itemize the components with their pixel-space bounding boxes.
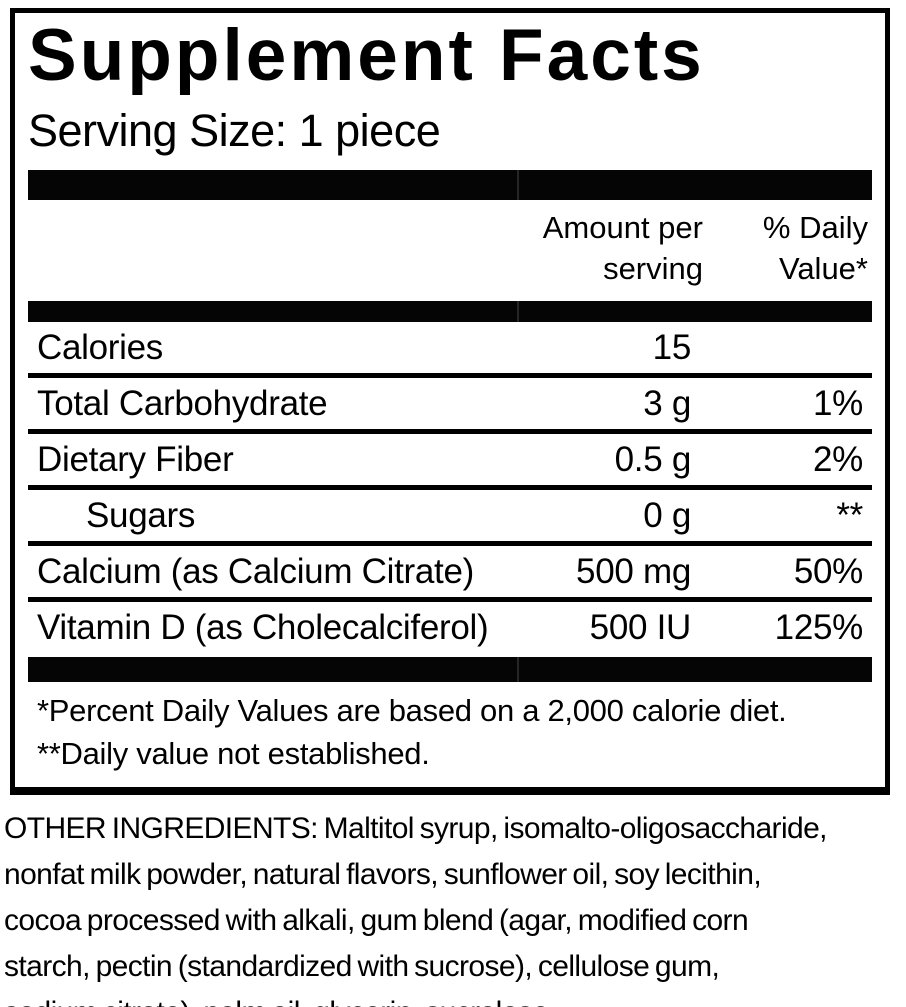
nutrient-name: Sugars xyxy=(86,496,196,535)
nutrient-table: Calories 15 Total Carbohydrate 3 g 1% Di… xyxy=(28,322,872,653)
nutrient-name: Total Carbohydrate xyxy=(37,384,328,423)
table-row-dietary-fiber: Dietary Fiber 0.5 g 2% xyxy=(28,429,872,485)
nutrient-name: Calcium (as Calcium Citrate) xyxy=(37,552,474,591)
nutrient-amount: 3 g xyxy=(643,384,691,423)
table-row-calories: Calories 15 xyxy=(28,322,872,373)
amount-per-serving-header: Amount per serving xyxy=(483,207,703,289)
table-row-calcium: Calcium (as Calcium Citrate) 500 mg 50% xyxy=(28,541,872,597)
nutrient-daily-value: 1% xyxy=(813,384,863,423)
ingredients-line: starch, pectin (standardized with sucros… xyxy=(4,950,720,983)
ingredients-line: cocoa processed with alkali, gum blend (… xyxy=(4,904,749,937)
ingredients-line: OTHER INGREDIENTS: Maltitol syrup, isoma… xyxy=(4,812,828,845)
footnotes: *Percent Daily Values are based on a 2,0… xyxy=(28,689,872,787)
dv-header-line-2: Value* xyxy=(778,251,868,286)
nutrient-name: Calories xyxy=(37,328,163,367)
nutrient-name: Vitamin D (as Cholecalciferol) xyxy=(37,608,489,647)
nutrient-amount: 0 g xyxy=(643,496,691,535)
nutrient-amount: 15 xyxy=(652,328,692,367)
thick-divider-bar-top xyxy=(28,170,872,200)
supplement-facts-panel: Supplement Facts Serving Size: 1 piece A… xyxy=(10,8,890,795)
nutrient-amount: 500 mg xyxy=(576,552,691,591)
nutrient-daily-value: 2% xyxy=(813,440,863,479)
footnote-daily-value-not-established: **Daily value not established. xyxy=(37,736,430,771)
thick-divider-bar-bottom xyxy=(28,657,872,682)
table-row-sugars: Sugars 0 g ** xyxy=(28,485,872,541)
nutrient-amount: 0.5 g xyxy=(614,440,692,479)
table-row-vitamin-d: Vitamin D (as Cholecalciferol) 500 IU 12… xyxy=(28,597,872,653)
ingredients-line: sodium citrate), palm oil, glycerin, suc… xyxy=(4,990,904,1007)
panel-title: Supplement Facts xyxy=(28,15,705,96)
serving-size-text: Serving Size: 1 piece xyxy=(28,105,441,156)
other-ingredients-paragraph: OTHER INGREDIENTS: Maltitol syrup, isoma… xyxy=(4,806,904,1007)
thick-divider-bar-middle xyxy=(28,301,872,322)
column-header-row: Amount per serving % Daily Value* xyxy=(28,200,872,301)
amount-header-line-2: serving xyxy=(603,251,703,286)
nutrient-name: Dietary Fiber xyxy=(37,440,234,479)
nutrient-daily-value: 50% xyxy=(793,552,863,591)
nutrient-daily-value: 125% xyxy=(774,608,864,647)
nutrient-daily-value: ** xyxy=(836,496,863,535)
table-row-total-carbohydrate: Total Carbohydrate 3 g 1% xyxy=(28,373,872,429)
amount-header-line-1: Amount per xyxy=(542,210,703,245)
daily-value-header: % Daily Value* xyxy=(738,207,868,289)
dv-header-line-1: % Daily xyxy=(762,210,868,245)
footnote-percent-daily-values: *Percent Daily Values are based on a 2,0… xyxy=(37,693,787,728)
ingredients-line: nonfat milk powder, natural flavors, sun… xyxy=(4,858,762,891)
nutrient-amount: 500 IU xyxy=(589,608,692,647)
